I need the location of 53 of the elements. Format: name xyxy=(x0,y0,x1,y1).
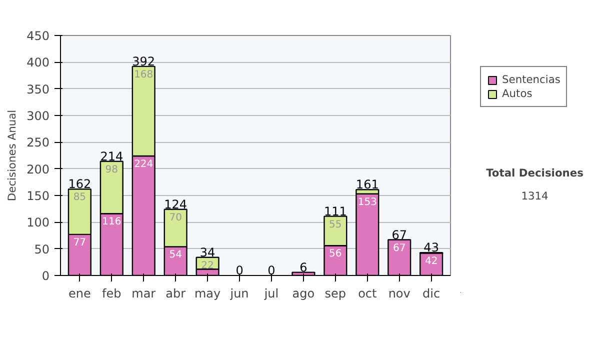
total-label: 43 xyxy=(424,240,439,255)
data-label: 85 xyxy=(73,192,86,204)
total-label: 214 xyxy=(100,149,124,164)
total-label: 6 xyxy=(300,260,308,274)
x-tick-label: feb xyxy=(102,286,122,300)
data-label: 77 xyxy=(73,237,86,248)
y-tick-label: 100 xyxy=(26,216,50,230)
data-label: 55 xyxy=(329,219,342,230)
x-tick-label: nov xyxy=(388,286,410,300)
x-tick-label: oct xyxy=(358,286,377,300)
data-label: 153 xyxy=(358,196,377,208)
y-tick-label: 0 xyxy=(42,269,50,283)
x-tick-label: ago xyxy=(292,286,315,300)
legend-label: Sentencias xyxy=(502,73,560,86)
data-label: 224 xyxy=(134,159,154,170)
total-label: 0 xyxy=(268,264,276,278)
x-tick-label: mar xyxy=(132,286,156,300)
y-tick-label: 250 xyxy=(26,136,50,150)
data-label: 70 xyxy=(169,212,182,224)
data-label: 56 xyxy=(329,248,342,260)
total-label: 111 xyxy=(324,204,347,218)
x-tick-label: sep xyxy=(324,286,346,300)
x-tick-label: jul xyxy=(263,286,279,300)
y-tick-label: 400 xyxy=(26,56,50,70)
y-axis-title: Decisiones Anual xyxy=(6,110,19,202)
y-tick-label: 300 xyxy=(26,109,50,123)
y-tick-label: 200 xyxy=(26,162,50,176)
data-label: 98 xyxy=(105,164,118,176)
x-tick-label: may xyxy=(194,286,221,300)
total-label: 392 xyxy=(132,54,156,68)
total-label: 34 xyxy=(200,245,216,260)
total-label: 67 xyxy=(392,228,407,242)
x-tick-label: dic xyxy=(422,286,440,300)
data-label: 116 xyxy=(102,216,122,228)
text: Total Decisiones xyxy=(486,166,584,180)
total-label: 161 xyxy=(356,178,379,192)
x-tick-label: abr xyxy=(166,286,186,300)
data-label: 168 xyxy=(134,69,154,80)
y-tick-label: 350 xyxy=(26,82,50,96)
legend-label: Autos xyxy=(502,87,532,100)
y-tick-label: 150 xyxy=(26,189,50,203)
y-tick-label: 50 xyxy=(34,242,50,256)
data-label: 67 xyxy=(392,242,406,254)
x-tick-label: ene xyxy=(68,286,91,300)
data-label: 22 xyxy=(201,260,214,272)
x-tick-label: jun xyxy=(229,286,249,300)
total-label: 124 xyxy=(164,197,188,212)
y-tick-label: 450 xyxy=(26,29,50,43)
data-label: 42 xyxy=(424,256,438,268)
total-label: 0 xyxy=(236,264,244,278)
text: 1314 xyxy=(521,189,549,202)
data-label: 54 xyxy=(169,250,182,261)
total-label: 162 xyxy=(68,177,92,192)
